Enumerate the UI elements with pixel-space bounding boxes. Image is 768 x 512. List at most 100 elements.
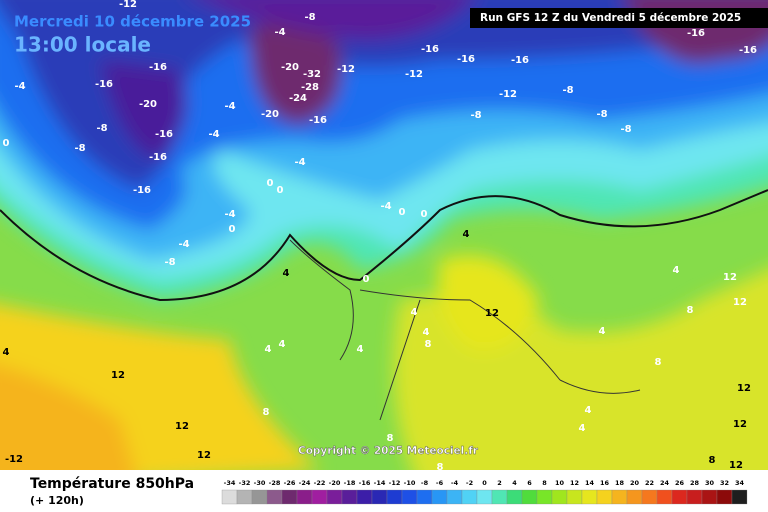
scale-label: 30: [705, 479, 715, 487]
contour-label: 4: [357, 344, 364, 355]
scale-swatch: [656, 489, 673, 505]
contour-label: 4: [463, 229, 470, 240]
contour-label: 0: [421, 209, 428, 220]
scale-label: -8: [421, 479, 429, 487]
scale-swatch: [416, 489, 433, 505]
contour-label: 4: [423, 327, 430, 338]
contour-label: -8: [74, 143, 85, 154]
contour-label: -32: [303, 69, 321, 80]
map: [0, 0, 768, 470]
run-box: [470, 8, 768, 28]
scale-swatch: [251, 489, 268, 505]
contour-label: -8: [304, 12, 315, 23]
contour-label: 8: [263, 407, 270, 418]
contour-label: -20: [139, 99, 157, 110]
scale-swatch: [521, 489, 538, 505]
contour-label: -4: [294, 157, 305, 168]
contour-label: -12: [337, 64, 355, 75]
contour-label: -12: [5, 454, 23, 465]
contour-label: -8: [164, 257, 175, 268]
contour-label: 4: [579, 423, 586, 434]
contour-label: -4: [224, 209, 235, 220]
scale-swatch: [371, 489, 388, 505]
scale-label: -6: [436, 479, 444, 487]
coastline: [289, 239, 641, 421]
scale-swatch: [221, 489, 238, 505]
scale-swatch: [581, 489, 598, 505]
scale-swatch: [596, 489, 613, 505]
contour-label: 4: [283, 268, 290, 279]
contour-label: -16: [309, 115, 327, 126]
scale-label: 32: [720, 479, 729, 487]
scale-swatch: [236, 489, 253, 505]
contour-label: -20: [281, 62, 299, 73]
scale-label: -30: [254, 479, 266, 487]
scale-label: 12: [570, 479, 579, 487]
contour-label: 4: [599, 326, 606, 337]
scale-swatch: [716, 489, 733, 505]
footer-lead: (+ 120h): [30, 494, 84, 507]
contour-label: -16: [149, 62, 167, 73]
scale-swatch: [461, 489, 478, 505]
scale-label: -28: [269, 479, 281, 487]
contour-label: -16: [457, 54, 475, 65]
contour-label: 12: [485, 308, 499, 319]
contour-label: -16: [133, 185, 151, 196]
scale-label: -20: [329, 479, 341, 487]
contour-label: 8: [687, 305, 694, 316]
temperature-field: [0, 0, 768, 470]
footer-title: Température 850hPa: [30, 476, 194, 492]
contour-label: 12: [723, 272, 737, 283]
scale-swatch: [611, 489, 628, 505]
scale-label: -10: [404, 479, 416, 487]
scale-label: 34: [735, 479, 745, 487]
scale-swatch: [431, 489, 448, 505]
scale-label: -4: [451, 479, 459, 487]
scale-swatch: [401, 489, 418, 505]
scale-swatch: [686, 489, 703, 505]
scale-swatch: [566, 489, 583, 505]
scale-label: -14: [374, 479, 386, 487]
contour-label: 4: [265, 344, 272, 355]
contour-label: 0: [363, 274, 370, 285]
contour-label: -16: [149, 152, 167, 163]
scale-label: 0: [482, 479, 487, 487]
scale-label: -12: [389, 479, 401, 487]
scale-swatch: [551, 489, 568, 505]
contour-label: -4: [178, 239, 189, 250]
scale-swatch: [266, 489, 283, 505]
run-info: Run GFS 12 Z du Vendredi 5 décembre 2025: [480, 12, 741, 24]
contour-label: -8: [96, 123, 107, 134]
scale-label: 22: [645, 479, 654, 487]
scale-swatch: [731, 489, 748, 505]
contour-label: -8: [470, 110, 481, 121]
scale-label: 26: [675, 479, 685, 487]
contour-label: 0: [267, 178, 274, 189]
contour-label: 4: [3, 347, 10, 358]
scale-swatch: [296, 489, 313, 505]
contour-label: -20: [261, 109, 279, 120]
contour-label: -16: [95, 79, 113, 90]
scale-label: -26: [284, 479, 296, 487]
color-scale: -34 -32 -30 -28 -26 -24 -22 -20 -18 -16 -14 -12 -10-…: [221, 479, 748, 505]
scale-label: 24: [660, 479, 670, 487]
scale-swatch: [386, 489, 403, 505]
scale-label: 20: [630, 479, 640, 487]
scale-label: -32: [239, 479, 251, 487]
scale-swatch: [641, 489, 658, 505]
scale-swatch: [476, 489, 493, 505]
contour-label: -16: [421, 44, 439, 55]
scale-label: 4: [512, 479, 517, 487]
contour-label: -8: [596, 109, 607, 120]
contour-label: -12: [499, 89, 517, 100]
scale-label: -22: [314, 479, 326, 487]
contour-label: 12: [729, 460, 743, 471]
scale-label: 6: [527, 479, 532, 487]
scale-swatch: [626, 489, 643, 505]
date: Mercredi 10 décembre 2025: [14, 13, 251, 31]
scale-label: -24: [299, 479, 311, 487]
scale-label: -18: [344, 479, 356, 487]
scale-swatch: [356, 489, 373, 505]
scale-swatch: [536, 489, 553, 505]
